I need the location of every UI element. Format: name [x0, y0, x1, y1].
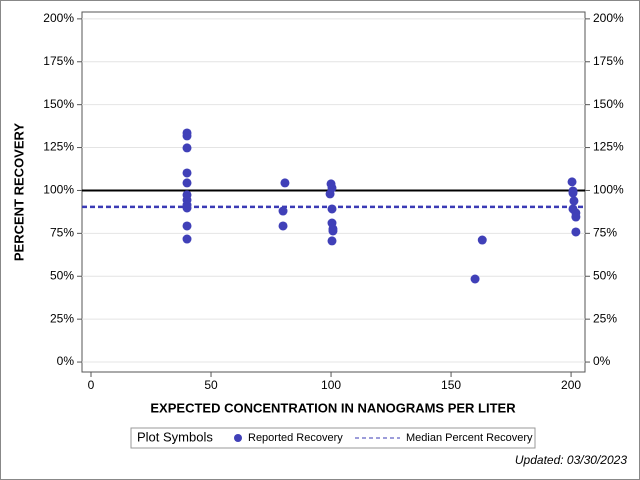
y2-tick-label: 0%	[593, 354, 611, 368]
point	[278, 206, 288, 216]
y2-tick-label: 75%	[593, 226, 617, 240]
legend	[130, 427, 536, 449]
point	[571, 227, 581, 237]
y2-tick-label: 125%	[593, 140, 624, 154]
y-tick-label: 150%	[43, 97, 74, 111]
point	[182, 131, 192, 141]
point	[568, 188, 578, 198]
x-tick-label: 0	[88, 378, 95, 392]
y2-tick-label: 25%	[593, 311, 617, 325]
point	[327, 236, 337, 246]
y-tick-label: 25%	[50, 311, 74, 325]
point	[182, 143, 192, 153]
footer: Updated: 03/30/2023	[515, 453, 627, 467]
legend-marker	[234, 434, 242, 442]
y-tick-label: 175%	[43, 54, 74, 68]
y-tick-label: 100%	[43, 183, 74, 197]
point	[182, 221, 192, 231]
legend-label: Median Percent Recovery	[406, 432, 533, 444]
y2-tick-label: 50%	[593, 268, 617, 282]
y2-tick-label: 100%	[593, 183, 624, 197]
point	[182, 203, 192, 213]
y2-tick-label: 175%	[593, 54, 624, 68]
point	[280, 178, 290, 188]
y2-tick-label: 200%	[593, 11, 624, 25]
y-axis-label: PERCENT RECOVERY	[11, 123, 26, 262]
x-axis-label: EXPECTED CONCENTRATION IN NANOGRAMS PER …	[150, 400, 516, 415]
point	[328, 226, 338, 236]
point	[278, 221, 288, 231]
y-tick-label: 125%	[43, 140, 74, 154]
x-tick-label: 50	[204, 378, 218, 392]
y-tick-label: 200%	[43, 11, 74, 25]
legend-label: Reported Recovery	[248, 432, 343, 444]
point	[571, 212, 581, 222]
point	[182, 168, 192, 178]
point	[327, 204, 337, 214]
point	[325, 189, 335, 199]
point	[470, 274, 480, 284]
point	[569, 196, 579, 206]
x-tick-label: 200	[561, 378, 581, 392]
point	[477, 235, 487, 245]
y-tick-label: 75%	[50, 226, 74, 240]
point	[567, 177, 577, 187]
point	[182, 234, 192, 244]
y-tick-label: 50%	[50, 268, 74, 282]
y-tick-label: 0%	[57, 354, 75, 368]
legend-title: Plot Symbols	[137, 429, 213, 444]
point	[182, 178, 192, 188]
x-tick-label: 150	[441, 378, 461, 392]
x-tick-label: 100	[321, 378, 341, 392]
y2-tick-label: 150%	[593, 97, 624, 111]
